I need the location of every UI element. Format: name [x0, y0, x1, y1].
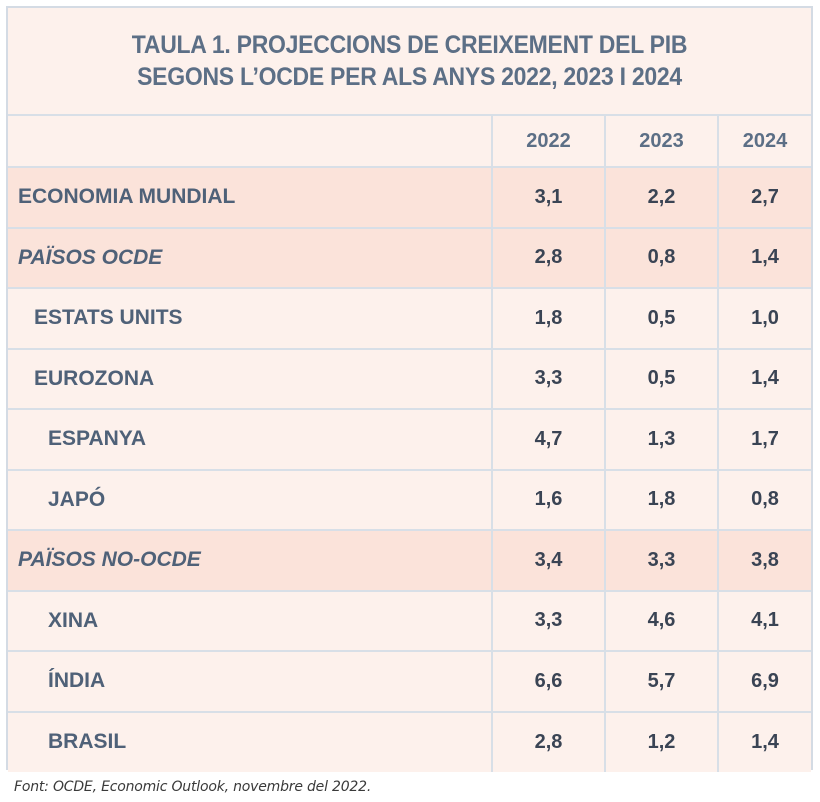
cell-value-2023: 0,5	[604, 347, 719, 410]
cell-value-2023: 1,2	[604, 710, 719, 772]
table-header-row: 2022 2023 2024	[8, 114, 811, 168]
cell-value-2024: 1,4	[717, 226, 811, 289]
cell-value-2023: 2,2	[604, 166, 719, 229]
cell-value-2024: 1,4	[717, 347, 811, 410]
table-row: ÍNDIA 6,6 5,7 6,9	[8, 650, 811, 713]
cell-value-2024: 6,9	[717, 650, 811, 713]
cell-value-2023: 0,5	[604, 287, 719, 350]
cell-value-2023: 1,3	[604, 408, 719, 471]
row-label: ÍNDIA	[8, 650, 493, 713]
row-label: XINA	[8, 589, 493, 652]
column-header-label	[8, 114, 493, 168]
cell-value-2023: 1,8	[604, 468, 719, 531]
row-label: EUROZONA	[8, 347, 493, 410]
column-header-2022: 2022	[491, 114, 606, 168]
table-row: EUROZONA 3,3 0,5 1,4	[8, 347, 811, 410]
cell-value-2022: 3,3	[491, 347, 606, 410]
table-row: PAÏSOS NO-OCDE 3,4 3,3 3,8	[8, 529, 811, 592]
cell-value-2024: 1,7	[717, 408, 811, 471]
table-title-line-1: TAULA 1. PROJECCIONS DE CREIXEMENT DEL P…	[131, 31, 688, 59]
row-label: BRASIL	[8, 710, 493, 772]
cell-value-2024: 4,1	[717, 589, 811, 652]
cell-value-2023: 3,3	[604, 529, 719, 592]
table-row: XINA 3,3 4,6 4,1	[8, 589, 811, 652]
cell-value-2024: 1,0	[717, 287, 811, 350]
cell-value-2024: 2,7	[717, 166, 811, 229]
cell-value-2024: 0,8	[717, 468, 811, 531]
cell-value-2024: 1,4	[717, 710, 811, 772]
table-row: ESTATS UNITS 1,8 0,5 1,0	[8, 287, 811, 350]
table-title: TAULA 1. PROJECCIONS DE CREIXEMENT DEL P…	[40, 8, 779, 114]
cell-value-2022: 3,1	[491, 166, 606, 229]
cell-value-2022: 3,3	[491, 589, 606, 652]
cell-value-2023: 5,7	[604, 650, 719, 713]
cell-value-2022: 1,8	[491, 287, 606, 350]
source-note: Font: OCDE, Economic Outlook, novembre d…	[14, 779, 372, 795]
cell-value-2024: 3,8	[717, 529, 811, 592]
growth-projections-table: 2022 2023 2024 ECONOMIA MUNDIAL 3,1 2,2 2,7…	[8, 114, 811, 772]
cell-value-2022: 4,7	[491, 408, 606, 471]
cell-value-2022: 2,8	[491, 226, 606, 289]
cell-value-2023: 0,8	[604, 226, 719, 289]
table-body: ECONOMIA MUNDIAL 3,1 2,2 2,7 PAÏSOS OCDE 2,8 0…	[8, 166, 811, 772]
table-row: JAPÓ 1,6 1,8 0,8	[8, 468, 811, 531]
column-header-2023: 2023	[604, 114, 719, 168]
cell-value-2022: 3,4	[491, 529, 606, 592]
row-label: ESPANYA	[8, 408, 493, 471]
growth-projections-table-panel: TAULA 1. PROJECCIONS DE CREIXEMENT DEL P…	[6, 6, 813, 772]
cell-value-2023: 4,6	[604, 589, 719, 652]
table-row: ESPANYA 4,7 1,3 1,7	[8, 408, 811, 471]
cell-value-2022: 6,6	[491, 650, 606, 713]
row-label: ESTATS UNITS	[8, 287, 493, 350]
row-label: JAPÓ	[8, 468, 493, 531]
row-label: PAÏSOS NO-OCDE	[8, 529, 493, 592]
table-title-line-2: SEGONS L’OCDE PER ALS ANYS 2022, 2023 I …	[137, 63, 682, 91]
cell-value-2022: 2,8	[491, 710, 606, 772]
table-row: PAÏSOS OCDE 2,8 0,8 1,4	[8, 226, 811, 289]
cell-value-2022: 1,6	[491, 468, 606, 531]
table-row: ECONOMIA MUNDIAL 3,1 2,2 2,7	[8, 166, 811, 229]
column-header-2024: 2024	[717, 114, 811, 168]
row-label: ECONOMIA MUNDIAL	[8, 166, 493, 229]
table-row: BRASIL 2,8 1,2 1,4	[8, 710, 811, 772]
row-label: PAÏSOS OCDE	[8, 226, 493, 289]
